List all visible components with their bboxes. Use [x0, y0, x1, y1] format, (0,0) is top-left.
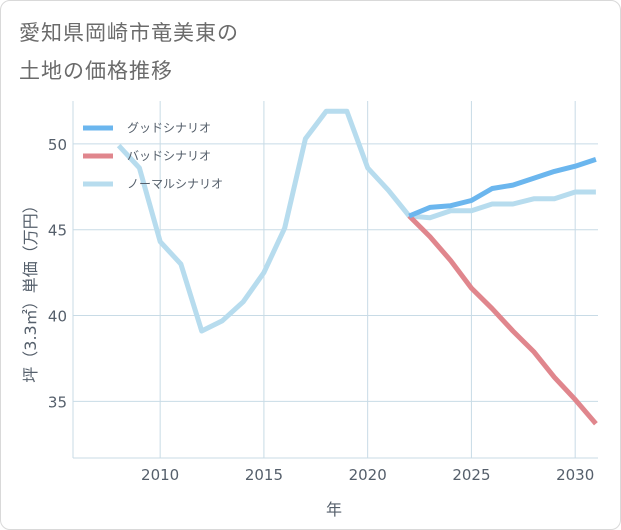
- x-tick-labels: 2010 2015 2020 2025 2030: [141, 466, 594, 484]
- x-tick-label: 2030: [556, 466, 594, 484]
- x-tick-label: 2010: [141, 466, 179, 484]
- legend-label-1: バッドシナリオ: [127, 149, 211, 163]
- legend-label-2: ノーマルシナリオ: [127, 177, 223, 191]
- grid-lines: [72, 101, 598, 459]
- y-tick-label: 50: [48, 136, 67, 154]
- x-axis-label: 年: [326, 500, 342, 519]
- y-tick-labels: 35 40 45 50: [48, 136, 67, 411]
- y-tick-label: 40: [48, 308, 67, 326]
- y-axis-label: 坪（3.3㎡）単価（万円）: [21, 197, 40, 382]
- x-tick-label: 2015: [245, 466, 283, 484]
- series-line-0: [408, 157, 597, 219]
- series-lines: [116, 108, 598, 426]
- y-tick-label: 45: [48, 222, 67, 240]
- x-tick-label: 2025: [452, 466, 490, 484]
- y-tick-label: 35: [48, 393, 67, 411]
- x-tick-label: 2020: [349, 466, 387, 484]
- chart-title-line2: 土地の価格推移: [19, 59, 173, 83]
- series-line-2: [116, 108, 596, 334]
- legend-label-0: グッドシナリオ: [127, 121, 211, 135]
- series-line-1: [407, 214, 598, 426]
- chart-title-line1: 愛知県岡崎市竜美東の: [19, 21, 239, 45]
